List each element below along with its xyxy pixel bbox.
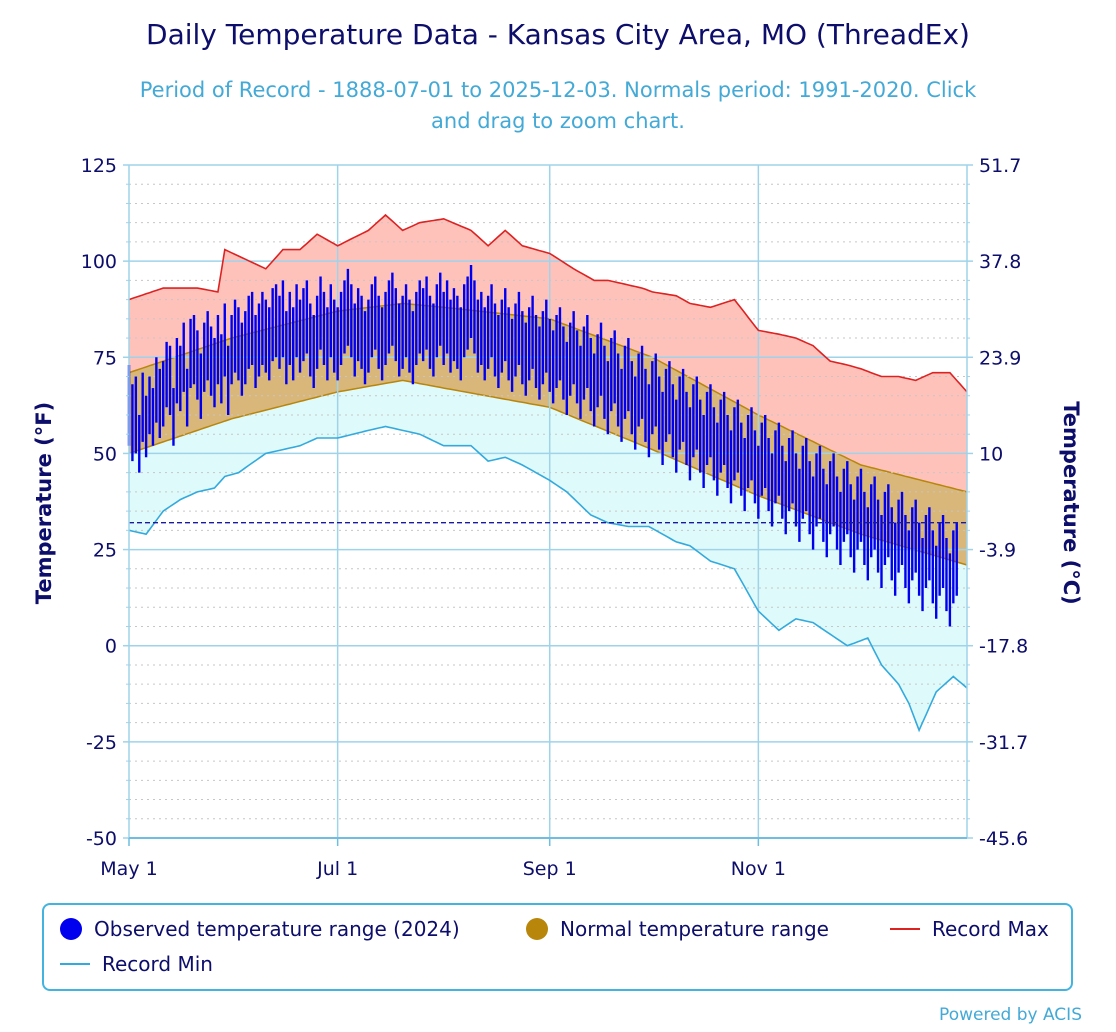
y-axis-title-right: Temperature (°C) [1059,401,1083,604]
y-axis-right: 51.7 37.8 23.9 10 -3.9 -17.8 -31.7 -45.6 [967,155,1028,850]
observed-dot-icon [60,918,82,940]
powered-by-credit[interactable]: Powered by ACIS [939,1005,1082,1025]
y-tick-label-left: -25 [86,732,117,754]
y-tick-label-left: 75 [93,347,117,369]
chart-subtitle-line2: and drag to zoom chart. [431,109,685,133]
y-tick-label-left: 100 [81,251,117,273]
record-max-band [129,215,967,492]
record-max-line-icon [890,928,920,930]
record-max-line[interactable] [128,213,968,393]
legend-label-normal: Normal temperature range [560,917,829,941]
legend-item-observed[interactable]: Observed temperature range (2024) [60,917,460,941]
y-tick-label-right: -3.9 [979,540,1016,562]
y-tick-label-right: -17.8 [979,636,1028,658]
x-tick-label: Nov 1 [731,858,786,880]
chart-title: Daily Temperature Data - Kansas City Are… [146,18,970,51]
x-tick-label: May 1 [100,858,157,880]
legend-label-observed: Observed temperature range (2024) [94,917,460,941]
chart-subtitle-line1: Period of Record - 1888-07-01 to 2025-12… [140,78,977,102]
legend-item-record-max[interactable]: Record Max [890,917,1049,941]
legend-label-record-max: Record Max [932,917,1049,941]
x-tick-label: Jul 1 [316,858,358,880]
y-tick-label-left: 0 [105,636,117,658]
y-tick-label-right: -31.7 [979,732,1028,754]
y-tick-label-right: -45.6 [979,828,1028,850]
temperature-chart[interactable]: Daily Temperature Data - Kansas City Are… [0,0,1116,900]
y-tick-label-left: 125 [81,155,117,177]
y-tick-label-left: 25 [93,540,117,562]
x-tick-label: Sep 1 [523,858,577,880]
y-tick-label-right: 51.7 [979,155,1021,177]
normal-dot-icon [526,918,548,940]
chart-legend: Observed temperature range (2024) Normal… [42,903,1073,991]
plot-area[interactable] [127,164,968,839]
record-min-line[interactable] [128,425,968,733]
y-tick-label-right: 10 [979,443,1003,465]
y-axis-left: 125 100 75 50 25 0 -25 -50 [81,155,129,850]
record-min-band [129,380,967,731]
legend-item-normal[interactable]: Normal temperature range [526,917,829,941]
x-axis: May 1 Jul 1 Sep 1 Nov 1 [100,838,786,880]
y-tick-label-right: 23.9 [979,347,1021,369]
legend-label-record-min: Record Min [102,952,213,976]
y-axis-title-left: Temperature (°F) [32,402,56,604]
y-tick-label-right: 37.8 [979,251,1021,273]
record-min-line-icon [60,963,90,965]
legend-item-record-min[interactable]: Record Min [60,952,213,976]
y-tick-label-left: 50 [93,443,117,465]
y-tick-label-left: -50 [86,828,117,850]
